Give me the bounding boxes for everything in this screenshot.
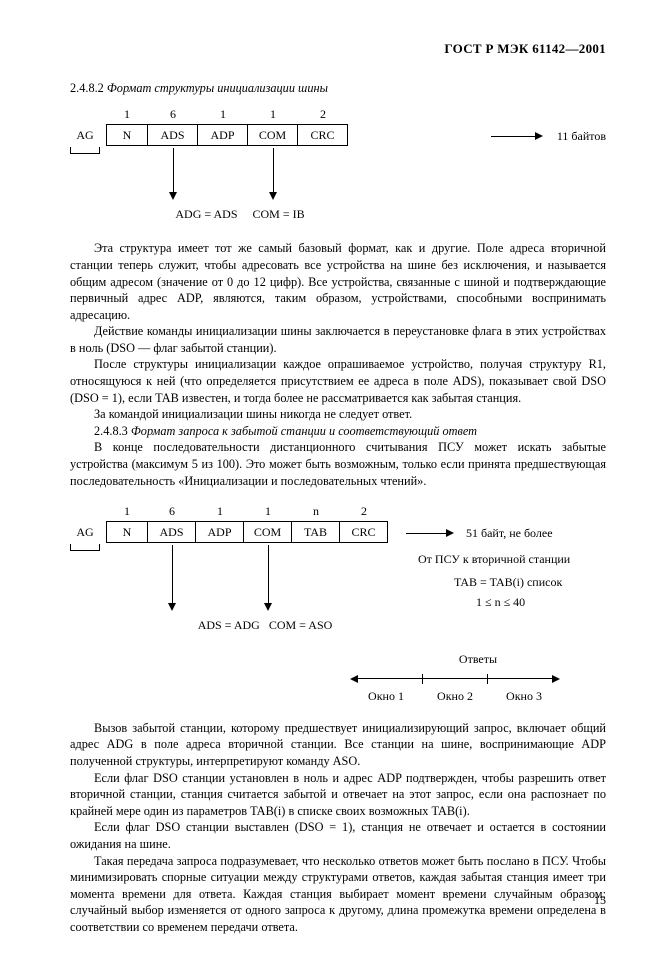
field-size: 1 [217,503,223,519]
arrow-down-icon [169,148,177,200]
field-col: 1 COM [244,503,292,543]
field-size: 1 [124,503,130,519]
field-col: n TAB [292,503,340,543]
field-box: ADS [148,521,196,543]
right-text-2: 51 байт, не более [466,525,553,541]
field-col: 2 CRC [298,106,348,146]
field-box: ADP [198,124,248,146]
field-col: 1N [106,503,148,543]
diagram-1: AG 1N6ADS1ADP1COM2CRC ADG = ADS COM = IB [70,106,606,222]
diagram-2: AG 1N6ADS1ADP1COMnTAB2CRC ADS = ADG COM … [70,503,606,633]
field-col: 1 ADP [198,106,248,146]
field-size: 6 [169,503,175,519]
field-box: COM [244,521,292,543]
sub-1: От ПСУ к вторичной станции [418,551,570,567]
sec-title: Формат структуры инициализации шины [107,81,328,95]
paragraph: Если флаг DSO станции выставлен (DSO = 1… [70,819,606,852]
field-box: TAB [292,521,340,543]
body-text-1: Эта структура имеет тот же самый базовый… [70,240,606,423]
arrow-down-icon [264,545,272,611]
arrow-left-head-icon [350,675,358,683]
sec-num: 2.4.8.2 [70,81,104,95]
field-col: 1 COM [248,106,298,146]
sec-title: Формат запроса к забытой станции и соотв… [131,424,477,438]
field-size: 6 [170,106,176,122]
field-col: 6 ADS [148,503,196,543]
field-box: ADS [148,124,198,146]
field-box: CRC [340,521,388,543]
field-col: 2 CRC [340,503,388,543]
field-size: 1 [270,106,276,122]
field-box: N [106,521,148,543]
field-size: 1 [220,106,226,122]
sub-3: 1 ≤ n ≤ 40 [476,594,570,610]
field-size: 1 [124,106,130,122]
ag-bracket [70,147,100,154]
ag-text: AG [76,124,93,146]
ag-text: AG [76,521,93,543]
body-text-3: Вызов забытой станции, которому предшест… [70,720,606,936]
field-box: CRC [298,124,348,146]
field-box: COM [248,124,298,146]
right-annot-1: 11 байтов [491,128,606,144]
windows-arrow [350,674,606,684]
eq-text-1: ADG = ADS COM = IB [132,206,348,222]
field-size: 2 [320,106,326,122]
windows-title: Ответы [350,651,606,667]
arrow-down-icon [168,545,176,611]
field-col: 1N [106,106,148,146]
paragraph: Эта структура имеет тот же самый базовый… [70,240,606,323]
field-col: 1 ADP [196,503,244,543]
paragraph: За командой инициализации шины никогда н… [70,406,606,423]
paragraph: Такая передача запроса подразумевает, чт… [70,853,606,936]
section-2482-title: 2.4.8.2 Формат структуры инициализации ш… [70,80,606,97]
arrow-right-icon [491,132,543,140]
doc-header: ГОСТ Р МЭК 61142—2001 [70,40,606,58]
win-label-3: Окно 3 [488,688,560,704]
field-col: 6 ADS [148,106,198,146]
fields-row-2: 1N6ADS1ADP1COMnTAB2CRC ADS = ADG COM = A… [106,503,388,633]
win-label-1: Окно 1 [350,688,422,704]
field-size: n [313,503,319,519]
paragraph: Вызов забытой станции, которому предшест… [70,720,606,770]
field-box: N [106,124,148,146]
win-label-2: Окно 2 [422,688,488,704]
paragraph: Действие команды инициализации шины закл… [70,323,606,356]
arrow-right-head-icon [552,675,560,683]
section-2483-title: 2.4.8.3 Формат запроса к забытой станции… [70,423,606,440]
sec-num: 2.4.8.3 [94,424,128,438]
fields-row-1: 1N6ADS1ADP1COM2CRC ADG = ADS COM = IB [106,106,348,222]
arrow-right-icon [406,529,454,537]
ag-label-1: AG [70,106,100,154]
field-box: ADP [196,521,244,543]
right-text-1: 11 байтов [557,128,606,144]
sub-2: TAB = TAB(i) список [454,574,570,590]
field-size: 1 [265,503,271,519]
ag-label-2: AG [70,503,100,551]
right-annot-2: 51 байт, не более От ПСУ к вторичной ста… [406,525,570,610]
ag-bracket [70,544,100,551]
arrow-down-icon [269,148,277,200]
windows-block: Ответы Окно 1 Окно 2 Окно 3 [350,651,606,703]
body-text-2: В конце последовательности дистанционног… [70,439,606,489]
paragraph: Если флаг DSO станции установлен в ноль … [70,770,606,820]
paragraph: В конце последовательности дистанционног… [70,439,606,489]
field-size: 2 [361,503,367,519]
page-number: 15 [594,893,606,908]
paragraph: После структуры инициализации каждое опр… [70,356,606,406]
eq-text-2: ADS = ADG COM = ASO [142,617,388,633]
